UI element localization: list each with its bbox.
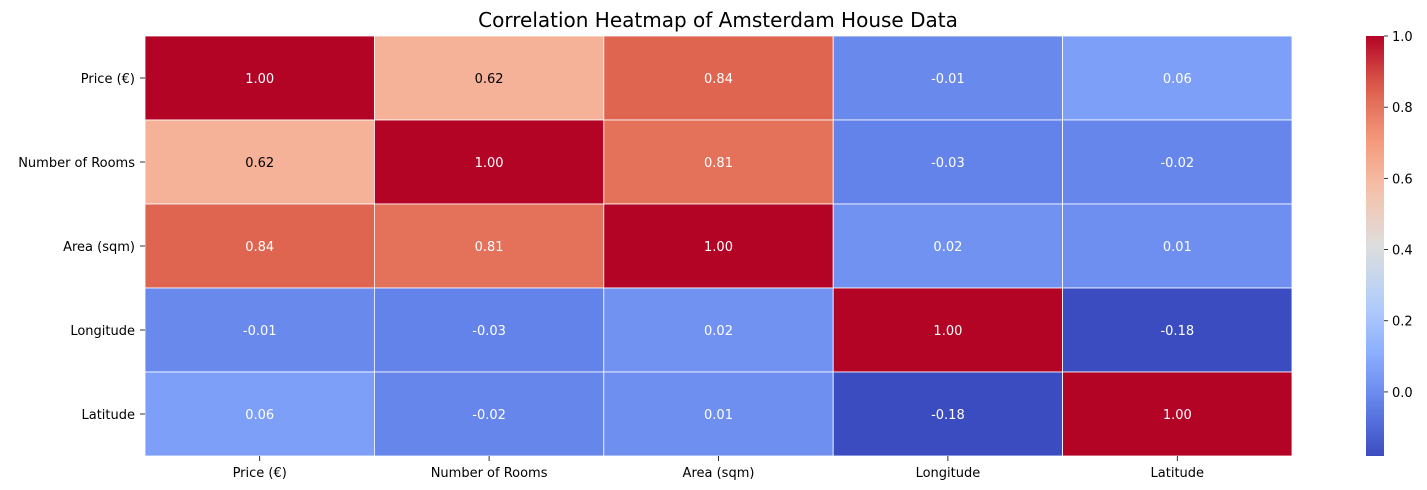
heatmap-cell: [603, 119, 834, 205]
x-tick-label: Area (sqm): [683, 466, 755, 481]
colorbar-tick-label: 0.6: [1392, 172, 1413, 187]
cell-value-label: 0.62: [245, 156, 274, 171]
cell-value-label: 1.00: [704, 240, 733, 255]
cell-value-label: 1.00: [1163, 408, 1192, 423]
colorbar-tick-label: 0.2: [1392, 315, 1413, 330]
colorbar-tick-label: 0.4: [1392, 244, 1413, 259]
heatmap-cell: [373, 203, 605, 289]
colorbar-tick-label: 0.0: [1392, 386, 1413, 401]
cell-value-label: -0.18: [931, 408, 965, 423]
cell-value-label: 1.00: [475, 156, 504, 171]
y-tick-label: Number of Rooms: [18, 156, 135, 171]
cell-value-label: -0.01: [243, 324, 277, 339]
cell-value-label: 1.00: [245, 72, 274, 87]
y-tick-label: Latitude: [81, 408, 135, 423]
heatmap-cell: [603, 203, 834, 289]
heatmap-cells: 1.00 0.62 0.84 -0.01 0.06 0.62 1.00 0.81 -0.03 -0…: [144, 35, 1293, 457]
cell-value-label: -0.18: [1160, 324, 1194, 339]
cell-value-label: 0.06: [1163, 72, 1192, 87]
x-tick-label: Price (€): [233, 466, 287, 481]
heatmap-cell: [1062, 371, 1293, 457]
heatmap-cell: [1062, 203, 1293, 289]
cell-value-label: 0.84: [704, 72, 733, 87]
colorbar-gradient: [1366, 36, 1384, 456]
colorbar: 0.0 0.2 0.4 0.6 0.8 1.0: [1366, 30, 1413, 456]
cell-value-label: 0.01: [704, 408, 733, 423]
cell-value-label: 0.84: [245, 240, 274, 255]
heatmap-cell: [1062, 35, 1293, 121]
heatmap-cell: [373, 35, 605, 121]
x-tick-label: Longitude: [916, 466, 981, 481]
cell-value-label: 0.06: [245, 408, 274, 423]
cell-value-label: 0.62: [475, 72, 504, 87]
heatmap-cell: [373, 119, 605, 205]
cell-value-label: 0.01: [1163, 240, 1192, 255]
cell-value-label: 0.02: [933, 240, 962, 255]
cell-value-label: 1.00: [933, 324, 962, 339]
heatmap-cell: [832, 35, 1064, 121]
chart-title: Correlation Heatmap of Amsterdam House D…: [478, 8, 958, 32]
heatmap-cell: [144, 371, 375, 457]
cell-value-label: -0.03: [931, 156, 965, 171]
y-tick-labels: Price (€) Number of Rooms Area (sqm) Longit…: [18, 72, 145, 423]
heatmap-cell: [144, 35, 375, 121]
y-tick-label: Area (sqm): [63, 240, 135, 255]
y-tick-label: Longitude: [70, 324, 135, 339]
colorbar-tick-label: 0.8: [1392, 101, 1413, 116]
cell-value-label: 0.81: [704, 156, 733, 171]
cell-value-label: -0.01: [931, 72, 965, 87]
heatmap-cell: [603, 35, 834, 121]
heatmap-cell: [832, 287, 1064, 373]
cell-value-label: -0.02: [1160, 156, 1194, 171]
heatmap-cell: [1062, 119, 1293, 205]
colorbar-tick-label: 1.0: [1392, 30, 1413, 45]
heatmap-cell: [373, 371, 605, 457]
cell-value-label: -0.03: [472, 324, 506, 339]
heatmap-cell: [832, 203, 1064, 289]
heatmap-cell: [603, 287, 834, 373]
x-tick-label: Latitude: [1151, 466, 1205, 481]
cell-value-label: 0.81: [475, 240, 504, 255]
cell-value-label: -0.02: [472, 408, 506, 423]
y-tick-label: Price (€): [81, 72, 135, 87]
x-tick-labels: Price (€) Number of Rooms Area (sqm) Longit…: [233, 456, 1204, 481]
heatmap-cell: [603, 371, 834, 457]
heatmap-cell: [1062, 287, 1293, 373]
cell-value-label: 0.02: [704, 324, 733, 339]
heatmap-cell: [373, 287, 605, 373]
x-tick-label: Number of Rooms: [431, 466, 548, 481]
heatmap-cell: [144, 119, 375, 205]
